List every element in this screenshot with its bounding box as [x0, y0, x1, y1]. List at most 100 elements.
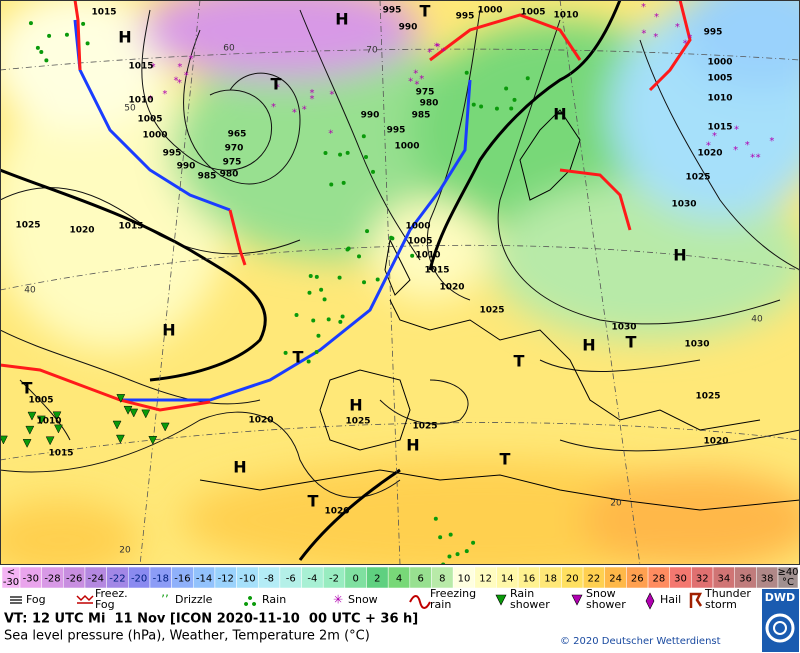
pressure-label: 975	[223, 158, 242, 168]
scale-label: 16	[523, 574, 536, 585]
valid-time: VT: 12 UTC Mi 11 Nov [ICON 2020-11-10 00…	[4, 612, 418, 627]
legend-label: Snow	[586, 587, 616, 600]
pressure-center: H	[673, 246, 686, 265]
shower-symbol	[160, 422, 170, 432]
shower-symbol	[148, 436, 158, 445]
rain-symbol	[64, 32, 69, 37]
pressure-label: 1005	[28, 396, 53, 406]
scale-label: -16	[174, 574, 190, 585]
scale-label: -30	[3, 577, 19, 588]
scale-label: <	[7, 567, 15, 578]
pressure-label: 1025	[412, 422, 437, 432]
rain-symbol	[464, 70, 469, 75]
rain-symbol	[375, 277, 380, 282]
pressure-center: T	[308, 492, 319, 511]
snow-symbol: *	[408, 76, 413, 87]
shower-symbol	[115, 434, 125, 444]
rain-symbol	[340, 314, 345, 319]
scale-label: 38	[761, 574, 774, 585]
snow-symbol: *	[427, 48, 432, 59]
scale-label: °C	[782, 577, 794, 588]
shower-symbol	[116, 394, 126, 403]
pressure-label: 1005	[707, 74, 732, 84]
rain-symbol	[479, 104, 484, 109]
pressure-label: 1025	[695, 392, 720, 402]
graticule-label: 20	[610, 499, 622, 509]
legend-label: rain	[430, 598, 451, 611]
shower-symbol	[52, 411, 62, 421]
logo-icon	[773, 621, 787, 635]
scale-cell	[777, 566, 799, 589]
pressure-label: 975	[416, 88, 435, 98]
pressure-label: 990	[361, 111, 380, 121]
rain-symbol	[35, 45, 40, 50]
scale-label: -6	[286, 574, 296, 585]
snow-symbol: *	[706, 141, 711, 152]
rain-symbol	[338, 319, 343, 324]
snow-symbol: *	[641, 28, 646, 39]
snow-symbol: *	[441, 47, 446, 58]
legend-icon	[244, 596, 257, 606]
snow-symbol: *	[310, 88, 315, 99]
coastlines	[199, 109, 800, 511]
pressure-label: 965	[228, 130, 247, 140]
legend-icon	[76, 594, 94, 604]
rain-symbol	[316, 333, 321, 338]
snow-symbol: *	[769, 136, 774, 147]
snow-symbol: *	[310, 94, 315, 105]
pressure-label: 1010	[553, 11, 578, 21]
pressure-label: 1020	[439, 283, 464, 293]
legend-icon	[689, 592, 703, 608]
pressure-label: 1030	[684, 340, 709, 350]
scale-label: -30	[23, 574, 39, 585]
pressure-center: H	[335, 10, 348, 29]
weather-legend: Fog Freez.Fog’’ Drizzle Rain ✳ Snow Freezingra…	[10, 587, 751, 611]
snow-symbol: *	[302, 104, 307, 115]
pressure-label: 1000	[142, 131, 167, 141]
pressure-label: 980	[220, 170, 239, 180]
scale-label: -18	[153, 574, 169, 585]
pressure-center: H	[406, 436, 419, 455]
subtitle: Sea level pressure (hPa), Weather, Tempe…	[4, 629, 370, 644]
graticule-label: 40	[24, 286, 36, 296]
pressure-label: 1015	[91, 8, 116, 18]
legend-icon: ✳	[333, 593, 343, 607]
pressure-label: 1000	[477, 6, 502, 16]
rain-symbol	[39, 49, 44, 54]
snow-symbol: *	[413, 69, 418, 80]
legend-icon	[571, 594, 583, 606]
scale-label: 10	[458, 574, 471, 585]
shower-symbol	[25, 425, 35, 435]
pressure-label: 995	[383, 6, 402, 16]
snow-symbol: *	[271, 102, 276, 113]
rain-symbol	[311, 318, 316, 323]
shower-symbol	[0, 435, 8, 445]
pressure-label: 1020	[69, 226, 94, 236]
rain-symbol	[308, 274, 313, 279]
rain-symbol	[85, 41, 90, 46]
scale-label: 6	[417, 574, 423, 585]
rain-symbol	[345, 150, 350, 155]
cold-front	[120, 79, 472, 402]
temperature-scale: <-30 -30 -28 -26 -24 -22 -20 -18 -16 -14 -12 -10 -8-…	[1, 566, 799, 589]
warm-front	[559, 168, 632, 231]
pressure-label: 1015	[118, 222, 143, 232]
logo-icon	[765, 613, 795, 643]
snow-symbol: *	[687, 33, 692, 44]
temperature-shading	[0, 0, 800, 565]
rain-symbol	[525, 76, 530, 81]
legend-label: Drizzle	[175, 593, 213, 606]
pressure-label: 1025	[15, 221, 40, 231]
legend-label: Thunder	[704, 587, 751, 600]
snow-symbol: *	[734, 125, 739, 136]
shower-symbol	[129, 408, 139, 418]
legend-icon: ’’	[161, 593, 169, 607]
pressure-label: 1015	[48, 449, 73, 459]
scale-label: 24	[609, 574, 622, 585]
rain-symbol	[337, 275, 342, 280]
pressure-center: T	[626, 333, 637, 352]
legend-label: Fog	[95, 598, 115, 611]
pressure-center: H	[582, 336, 595, 355]
rain-symbol	[410, 253, 415, 258]
rain-symbol	[345, 247, 350, 252]
